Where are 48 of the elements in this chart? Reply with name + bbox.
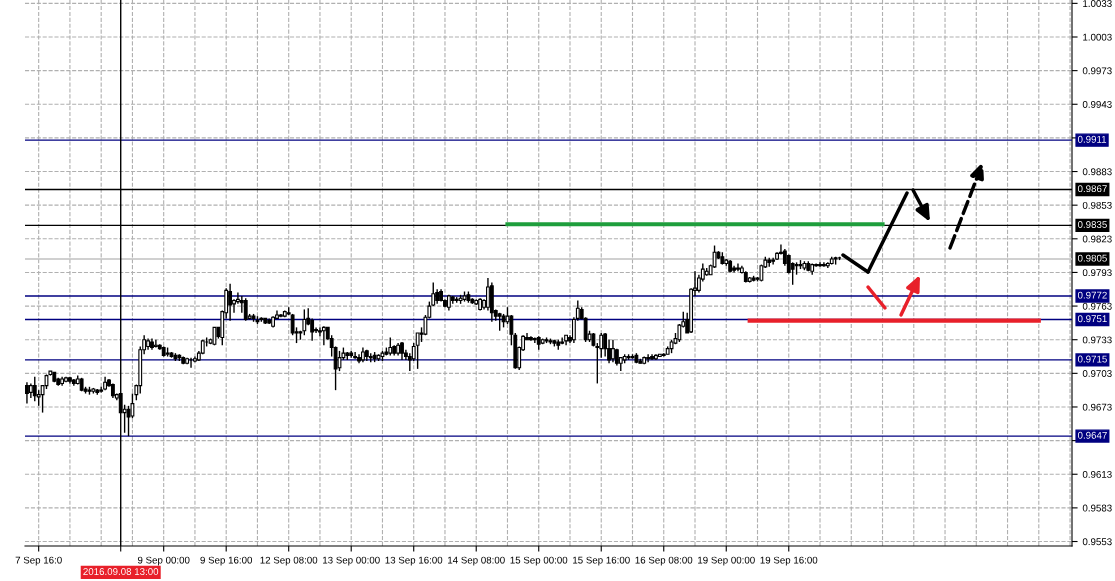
ref-line-label: 0.9772	[1077, 291, 1107, 299]
ref-line-label: 0.9867	[1077, 185, 1107, 193]
y-tick-label: 0.9583	[1082, 504, 1112, 512]
candlestick	[611, 339, 615, 363]
candlestick	[25, 381, 29, 405]
candlestick	[822, 261, 826, 268]
y-tick-label: 1.0033	[1083, 0, 1112, 7]
ref-line-label: 0.9751	[1077, 315, 1107, 323]
candlestick	[337, 350, 342, 372]
x-tick-label: 13 Sep 00:00	[323, 556, 380, 566]
candlestick	[736, 262, 740, 273]
y-tick-label: 0.9823	[1082, 235, 1112, 243]
y-tick-label: 0.9883	[1082, 168, 1112, 176]
ref-line-label: 0.9715	[1077, 355, 1107, 363]
y-tick-label: 1.0003	[1083, 33, 1112, 41]
x-tick-label: 13 Sep 16:00	[385, 556, 443, 566]
x-tick-label: 19 Sep 00:00	[698, 556, 755, 566]
candlestick	[486, 277, 490, 312]
candlestick	[321, 325, 326, 347]
x-tick-label: 15 Sep 00:00	[510, 556, 568, 566]
x-tick-label: 15 Sep 16:00	[573, 556, 630, 566]
x-tick-label: 7 Sep 16:0	[15, 556, 62, 566]
candlestick	[243, 297, 248, 322]
candlestick	[310, 317, 315, 342]
y-tick-label: 0.9763	[1082, 302, 1112, 310]
y-tick-label: 0.9703	[1082, 370, 1112, 377]
y-tick-label: 0.9673	[1082, 403, 1112, 411]
y-tick-label: 0.9943	[1082, 101, 1112, 108]
y-tick-label: 0.9553	[1082, 538, 1112, 546]
x-tick-label: 12 Sep 08:00	[260, 556, 318, 566]
x-tick-label: 16 Sep 08:00	[635, 556, 693, 566]
ref-line-label: 0.9805	[1077, 254, 1107, 262]
x-tick-label: 14 Sep 08:00	[448, 556, 505, 566]
y-tick-label: 0.9973	[1082, 67, 1112, 75]
x-tick-label: 19 Sep 16:00	[760, 556, 818, 566]
candlestick	[818, 261, 822, 268]
ref-line-label: 0.9647	[1077, 431, 1107, 439]
y-tick-label: 0.9733	[1082, 336, 1112, 344]
candlestick	[228, 282, 233, 322]
ref-line-label: 0.9835	[1077, 221, 1107, 228]
x-tick-label: 2016.09.08 13:00	[83, 568, 159, 575]
y-tick-label: 0.9613	[1082, 470, 1112, 478]
y-tick-label: 0.9793	[1082, 269, 1112, 277]
y-tick-label: 0.9853	[1082, 201, 1112, 209]
x-tick-label: 9 Sep 16:00	[200, 556, 253, 566]
x-tick-label: 9 Sep 00:00	[137, 556, 190, 566]
ref-line-label: 0.9911	[1077, 135, 1107, 143]
candlestick	[353, 351, 358, 360]
